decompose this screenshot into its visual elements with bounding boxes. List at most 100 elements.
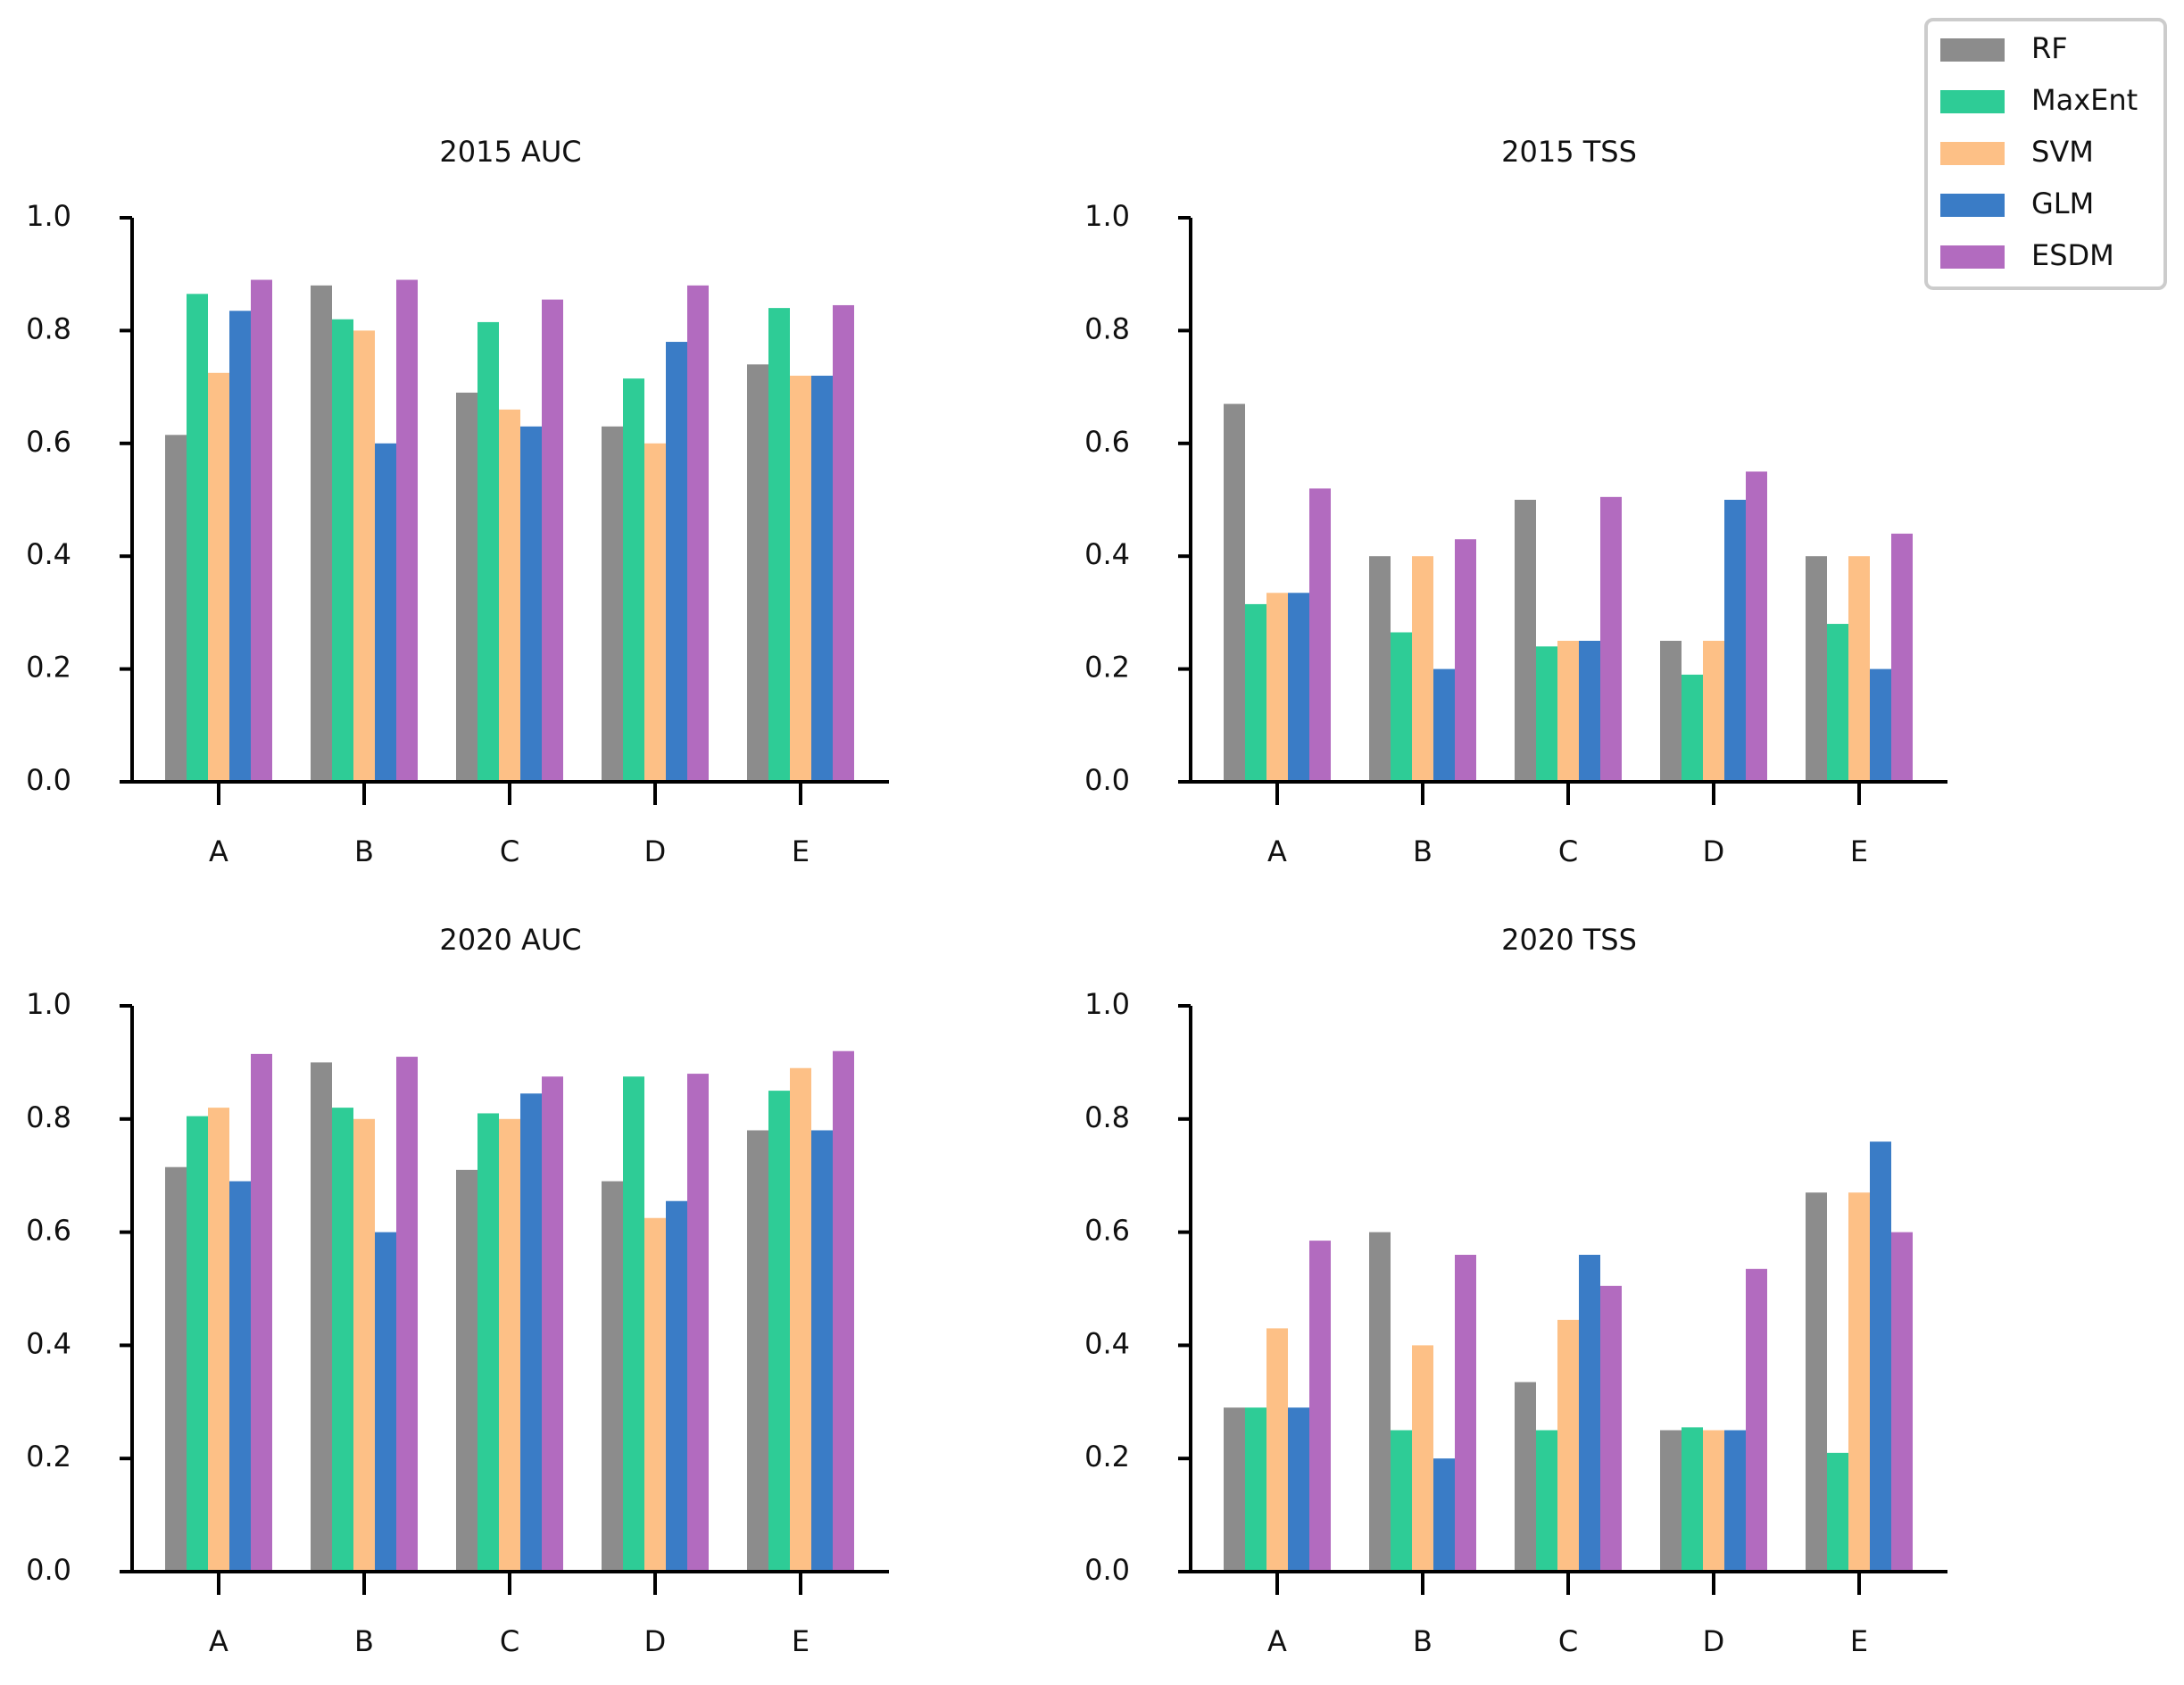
y-tick-label: 0.0 xyxy=(26,1553,71,1587)
bar xyxy=(1224,403,1245,782)
legend-label: SVM xyxy=(2031,135,2094,169)
y-tick-label: 0.6 xyxy=(1084,425,1130,459)
y-tick-label: 0.2 xyxy=(26,651,71,685)
bar xyxy=(208,372,229,782)
bar-series xyxy=(1309,471,1913,782)
bar xyxy=(1660,1430,1682,1572)
bar-series xyxy=(1224,403,1827,782)
bar xyxy=(811,1130,833,1572)
bar xyxy=(375,443,396,782)
bar xyxy=(311,1062,332,1572)
x-tick-label: D xyxy=(1703,1624,1725,1658)
bar xyxy=(768,308,790,782)
bar xyxy=(520,426,542,782)
bar xyxy=(1600,1285,1622,1572)
bar xyxy=(644,443,666,782)
bar xyxy=(1309,488,1331,782)
y-tick-label: 0.8 xyxy=(1084,1100,1130,1134)
bar xyxy=(1746,1268,1767,1572)
bar xyxy=(1891,533,1913,782)
bar xyxy=(208,1108,229,1572)
bar xyxy=(1724,500,1746,782)
x-tick-label: C xyxy=(1558,834,1578,868)
bar xyxy=(396,1057,418,1572)
bar xyxy=(1515,500,1536,782)
bar xyxy=(332,319,353,782)
legend-swatch xyxy=(1940,38,2005,62)
bar xyxy=(623,1076,644,1572)
x-tick-label: D xyxy=(1703,834,1725,868)
bar xyxy=(456,1169,477,1572)
x-tick-label: E xyxy=(792,1624,810,1658)
bar-series xyxy=(1288,500,1891,782)
bar xyxy=(332,1108,353,1572)
bar xyxy=(666,342,687,782)
bar xyxy=(165,435,187,782)
bar xyxy=(542,1076,563,1572)
bar xyxy=(1891,1232,1913,1572)
y-tick-label: 0.0 xyxy=(26,763,71,797)
y-tick-label: 1.0 xyxy=(26,199,71,233)
bar xyxy=(1579,641,1600,782)
bar xyxy=(499,409,520,782)
bar xyxy=(1870,668,1891,782)
bar xyxy=(1245,603,1266,782)
bar xyxy=(1682,674,1703,782)
bar xyxy=(1600,496,1622,782)
bar xyxy=(768,1091,790,1572)
x-tick-label: C xyxy=(1558,1624,1578,1658)
bar xyxy=(1557,1319,1579,1572)
bar xyxy=(229,311,251,782)
bar xyxy=(1391,632,1412,782)
bar xyxy=(833,1050,854,1572)
bar xyxy=(811,375,833,782)
bar xyxy=(311,285,332,783)
bar xyxy=(1369,556,1391,782)
bar xyxy=(499,1118,520,1572)
x-tick-label: A xyxy=(1267,834,1287,868)
bar xyxy=(602,1181,623,1572)
bar-series xyxy=(1288,1141,1891,1572)
bar xyxy=(520,1093,542,1572)
y-tick-label: 0.8 xyxy=(1084,311,1130,345)
y-tick-label: 0.6 xyxy=(26,425,71,459)
bar xyxy=(1660,641,1682,782)
x-tick-label: E xyxy=(1850,1624,1868,1658)
bar-series xyxy=(1266,1192,1870,1572)
y-tick-label: 0.4 xyxy=(1084,537,1130,571)
y-tick-label: 0.4 xyxy=(1084,1326,1130,1360)
bar xyxy=(644,1217,666,1572)
bar-series xyxy=(165,285,768,783)
bar-series xyxy=(1266,556,1870,782)
x-tick-label: A xyxy=(1267,1624,1287,1658)
bar xyxy=(1412,556,1433,782)
bar xyxy=(1515,1382,1536,1572)
x-tick-label: B xyxy=(1413,1624,1432,1658)
bar xyxy=(623,378,644,782)
bar xyxy=(353,1118,375,1572)
bar xyxy=(375,1232,396,1572)
bar xyxy=(542,299,563,782)
bar xyxy=(747,1130,768,1572)
bar-series xyxy=(1224,1192,1827,1572)
chart-title: 2020 TSS xyxy=(1501,923,1637,957)
x-tick-label: C xyxy=(500,1624,519,1658)
bar xyxy=(251,279,272,782)
chart-title: 2015 AUC xyxy=(439,135,581,169)
x-tick-label: B xyxy=(354,834,374,868)
bar xyxy=(1806,1192,1827,1572)
bar xyxy=(1288,1407,1309,1572)
bar xyxy=(477,1113,499,1572)
legend-box xyxy=(1924,18,2167,290)
bar xyxy=(602,426,623,782)
bar-series xyxy=(208,330,811,782)
y-tick-label: 1.0 xyxy=(1084,987,1130,1021)
bar xyxy=(1455,539,1476,782)
y-tick-label: 1.0 xyxy=(1084,199,1130,233)
bar xyxy=(790,1067,811,1572)
bar xyxy=(1391,1430,1412,1572)
bar xyxy=(1245,1407,1266,1572)
bar xyxy=(1703,641,1724,782)
bar xyxy=(251,1053,272,1572)
bar xyxy=(1369,1232,1391,1572)
